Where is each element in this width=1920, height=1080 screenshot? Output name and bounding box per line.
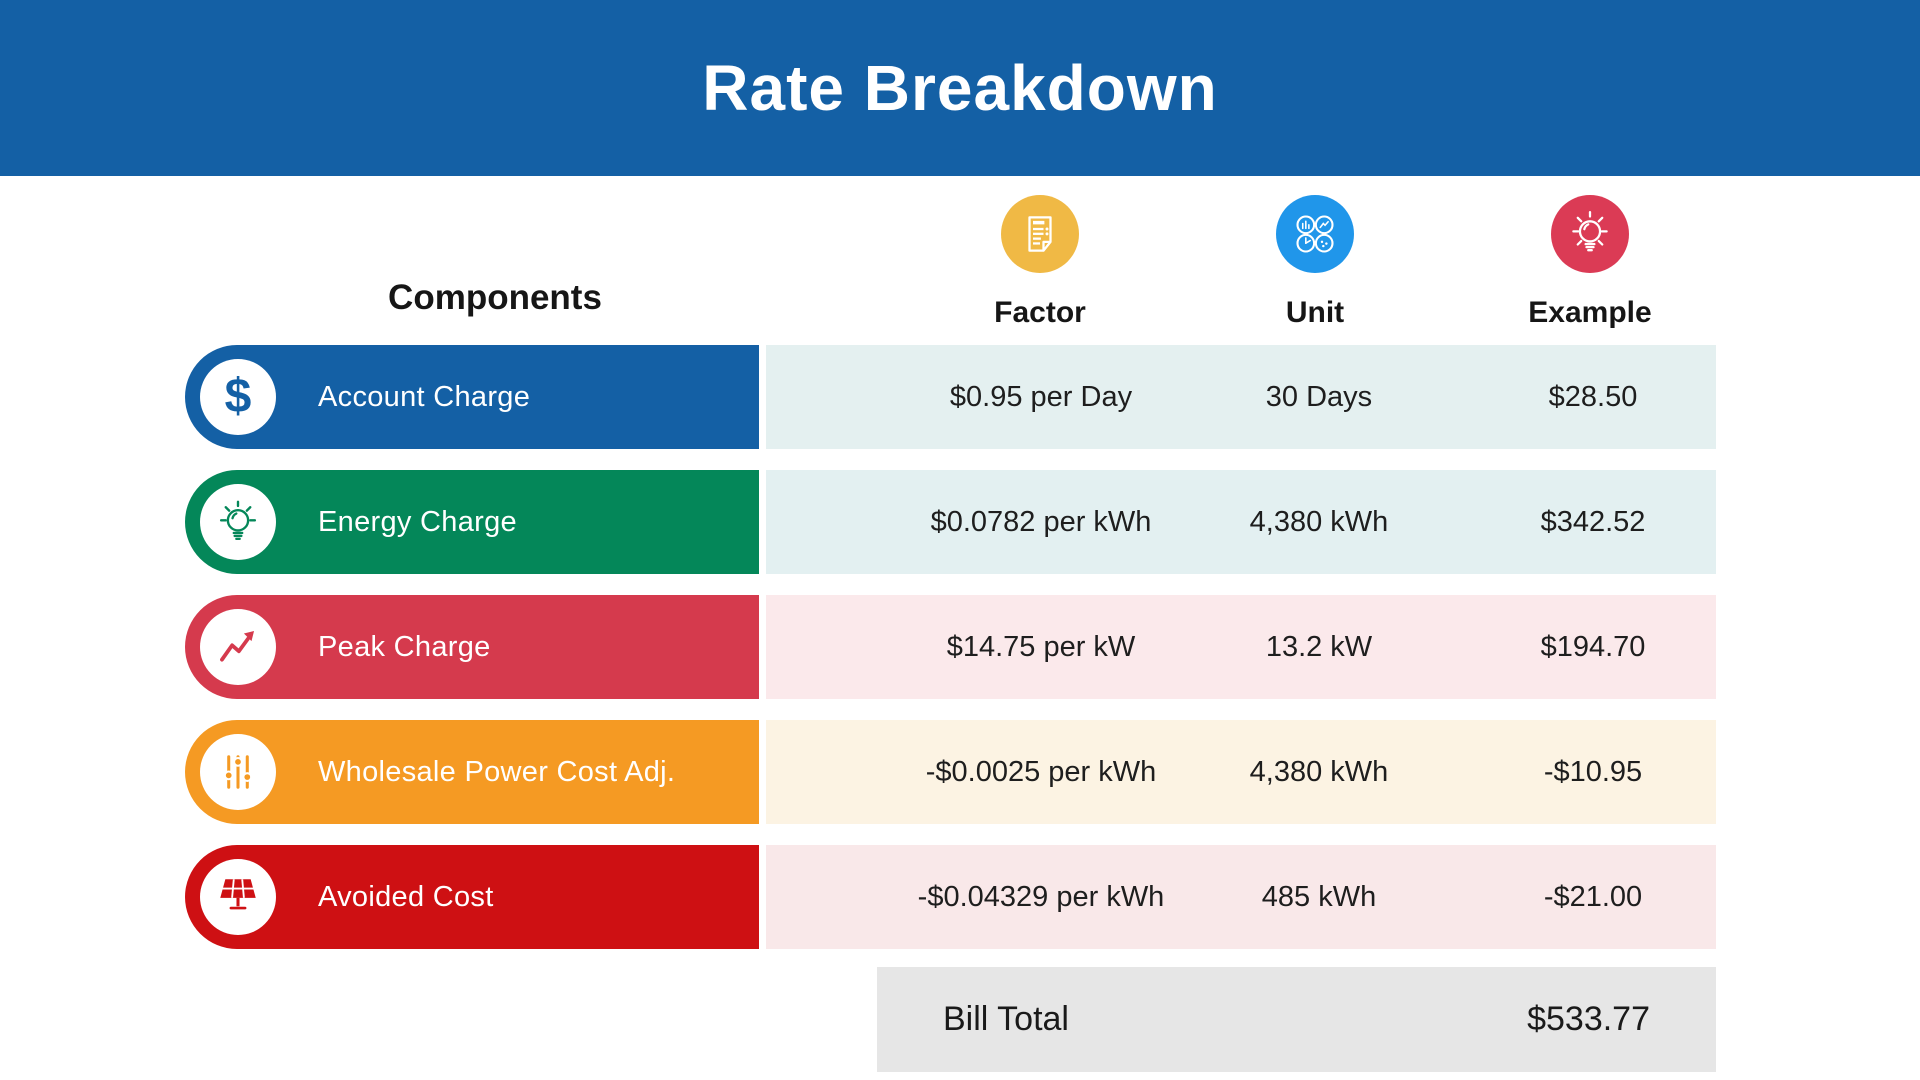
lightbulb-rays-icon	[1572, 210, 1608, 252]
component-icon-circle	[200, 609, 276, 685]
component-label: Wholesale Power Cost Adj.	[318, 755, 676, 788]
cell-factor: $14.75 per kW	[946, 630, 1136, 663]
trend-up-icon	[220, 630, 255, 662]
table-row-energy-charge: Energy Charge $0.0782 per kWh 4,380 kWh …	[0, 470, 1920, 574]
solar-panel-icon	[220, 879, 256, 910]
cell-example: $28.50	[1548, 380, 1638, 413]
row-band: $0.0782 per kWh 4,380 kWh $342.52	[766, 470, 1716, 574]
table-row-avoided-cost: Avoided Cost -$0.04329 per kWh 485 kWh -…	[0, 845, 1920, 949]
table-row-wholesale-power-cost-adj: Wholesale Power Cost Adj. -$0.0025 per k…	[0, 720, 1920, 824]
cell-example: $194.70	[1540, 630, 1646, 663]
cell-factor: $0.95 per Day	[949, 380, 1133, 413]
component-label: Avoided Cost	[318, 880, 494, 913]
component-pill: Energy Charge	[185, 470, 759, 574]
row-band: -$0.0025 per kWh 4,380 kWh -$10.95	[766, 720, 1716, 824]
component-icon-circle	[200, 734, 276, 810]
page-title: Rate Breakdown	[702, 52, 1218, 124]
component-label: Energy Charge	[318, 505, 517, 538]
cell-factor: -$0.0025 per kWh	[925, 755, 1157, 788]
component-icon-circle	[200, 484, 276, 560]
table-row-peak-charge: Peak Charge $14.75 per kW 13.2 kW $194.7…	[0, 595, 1920, 699]
cell-unit: 4,380 kWh	[1249, 505, 1389, 538]
cell-unit: 485 kWh	[1261, 880, 1377, 913]
cell-unit: 13.2 kW	[1265, 630, 1373, 663]
component-pill: Wholesale Power Cost Adj.	[185, 720, 759, 824]
cell-example: -$10.95	[1543, 755, 1643, 788]
dollar-icon: $	[224, 370, 252, 423]
column-header-unit: Unit	[1285, 296, 1345, 329]
component-icon-circle	[200, 859, 276, 935]
column-header-example: Example	[1528, 296, 1652, 329]
factor-icon-circle	[1001, 195, 1079, 273]
invoice-icon	[1028, 216, 1052, 252]
bill-total-label: Bill Total	[943, 1000, 1069, 1038]
component-icon-circle: $	[200, 359, 276, 435]
component-pill: Peak Charge	[185, 595, 759, 699]
component-pill: $ Account Charge	[185, 345, 759, 449]
sliders-icon	[223, 755, 253, 789]
row-band: $14.75 per kW 13.2 kW $194.70	[766, 595, 1716, 699]
chart-network-icon	[1296, 215, 1334, 253]
component-pill: Avoided Cost	[185, 845, 759, 949]
cell-example: $342.52	[1540, 505, 1646, 538]
cell-unit: 4,380 kWh	[1249, 755, 1389, 788]
unit-icon-circle	[1276, 195, 1354, 273]
cell-factor: $0.0782 per kWh	[930, 505, 1152, 538]
cell-unit: 30 Days	[1265, 380, 1373, 413]
cell-example: -$21.00	[1543, 880, 1643, 913]
row-band: $0.95 per Day 30 Days $28.50	[766, 345, 1716, 449]
cell-factor: -$0.04329 per kWh	[917, 880, 1165, 913]
component-label: Account Charge	[318, 380, 531, 413]
bill-total-value: $533.77	[1527, 1000, 1650, 1038]
component-label: Peak Charge	[318, 630, 491, 663]
table-row-account-charge: $ Account Charge $0.95 per Day 30 Days $…	[0, 345, 1920, 449]
bulb-outline-icon	[219, 500, 257, 541]
column-header-components: Components	[388, 278, 602, 317]
row-band: -$0.04329 per kWh 485 kWh -$21.00	[766, 845, 1716, 949]
column-header-factor: Factor	[994, 296, 1086, 329]
bill-total-band: Bill Total $533.77	[877, 967, 1716, 1072]
title-banner: Rate Breakdown	[0, 0, 1920, 176]
example-icon-circle	[1551, 195, 1629, 273]
